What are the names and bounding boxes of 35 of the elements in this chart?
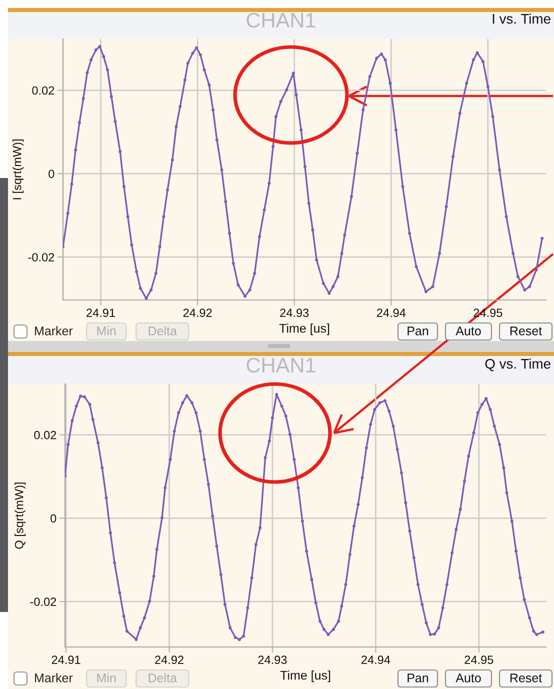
y-axis-title: Q [sqrt(mW)] <box>14 482 26 549</box>
text: Delta <box>148 673 177 682</box>
text: Auto <box>456 674 481 682</box>
x-tick-label: 24.95 <box>464 656 494 664</box>
text: Pan <box>408 326 428 336</box>
x-tick-label: 24.93 <box>280 308 309 318</box>
y-axis-title: I [sqrt(mW)] <box>12 140 24 200</box>
x-axis-title: Time [us] <box>280 670 330 682</box>
text: Marker <box>35 673 73 682</box>
text: Auto <box>456 326 481 336</box>
x-tick-label: 24.92 <box>155 656 184 664</box>
chart-title: CHAN1 <box>246 12 316 28</box>
y-tick-label: 0 <box>50 514 56 523</box>
y-tick-label: 0.02 <box>34 430 56 440</box>
text: Pan <box>408 674 428 682</box>
chart-subtitle: I vs. Time <box>492 14 550 24</box>
x-tick-label: 24.94 <box>376 308 406 318</box>
x-tick-label: 24.91 <box>52 656 80 664</box>
y-tick-label: 0.02 <box>32 86 54 95</box>
x-tick-label: 24.92 <box>183 308 212 318</box>
chart-title: CHAN1 <box>246 358 316 373</box>
y-tick-label: 0 <box>48 170 54 178</box>
x-tick-label: 24.94 <box>362 656 390 664</box>
x-tick-label: 24.91 <box>86 308 115 318</box>
y-tick-label: -0.02 <box>28 253 54 262</box>
chart-subtitle: Q vs. Time <box>485 358 550 372</box>
text: Delta <box>148 326 177 336</box>
text: Reset <box>510 674 542 682</box>
text: Reset <box>510 326 542 336</box>
text: Marker <box>35 326 73 336</box>
text: Min <box>97 326 116 336</box>
y-tick-label: -0.02 <box>30 598 56 606</box>
text: Min <box>97 673 116 682</box>
x-tick-label: 24.93 <box>258 656 287 664</box>
x-axis-title: Time [us] <box>279 324 330 336</box>
